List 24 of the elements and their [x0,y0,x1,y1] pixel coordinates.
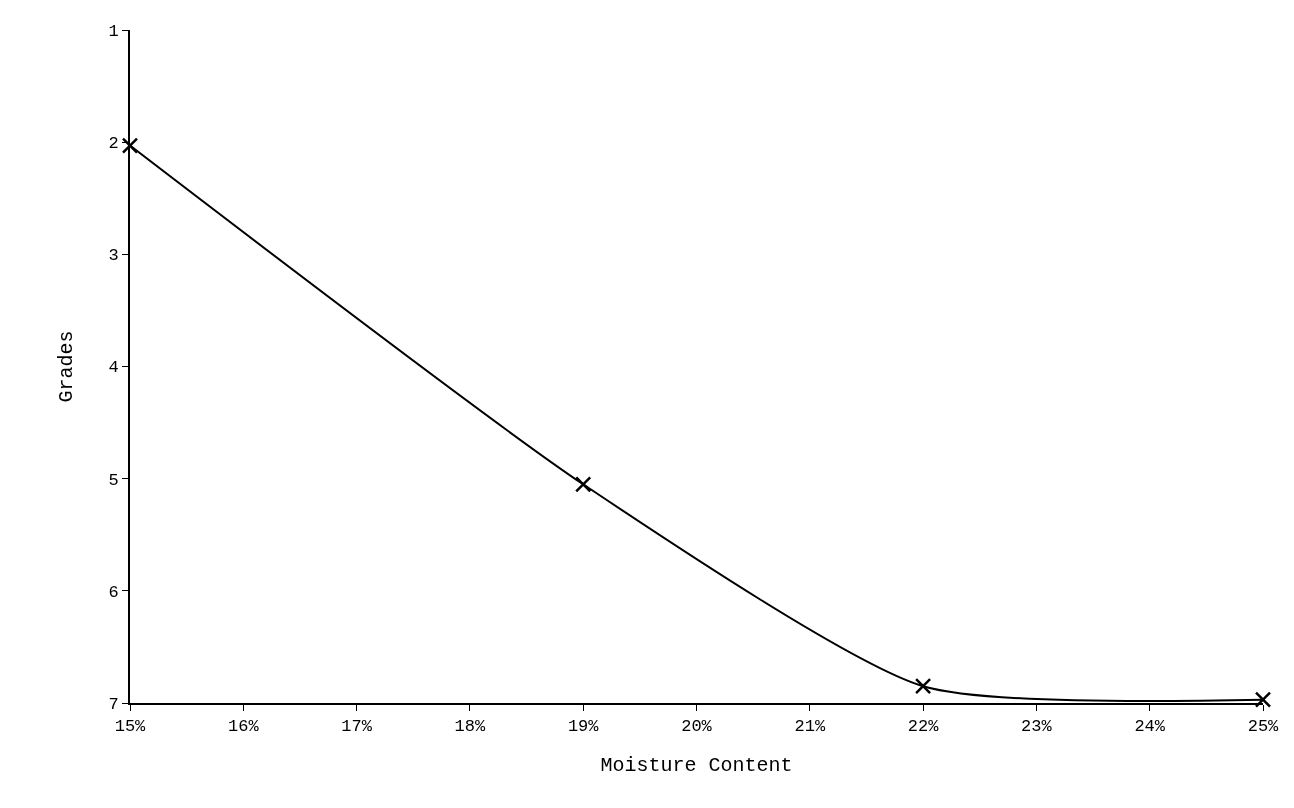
x-tick-label: 17% [341,717,373,737]
x-tick-label: 20% [681,717,713,737]
y-tick-label: 5 [108,470,119,490]
y-tick-label: 6 [108,582,119,602]
x-tick-label: 24% [1134,717,1166,737]
point [1254,691,1272,708]
y-tick-label: 4 [108,358,119,378]
x-tick-label: 23% [1021,717,1053,737]
x-tick-label: 22% [907,717,940,737]
x-tick-label: 16% [228,717,260,737]
y-axis-title: Grades [55,330,79,403]
y-tick-label: 1 [108,21,119,41]
x-axis-title: Moisture Content [600,754,793,778]
point [914,677,932,695]
y-tick-label: 3 [108,246,119,266]
y-tick-label: 7 [108,694,119,714]
x-tick-label: 21% [794,717,826,737]
y-tick-label: 2 [108,134,119,154]
x-tick-label: 25% [1247,717,1280,737]
point [121,137,139,154]
point [574,476,592,493]
x-tick-label: 18% [454,717,486,737]
x-tick-label: 19% [567,717,600,737]
x-tick-label: 15% [114,717,147,737]
